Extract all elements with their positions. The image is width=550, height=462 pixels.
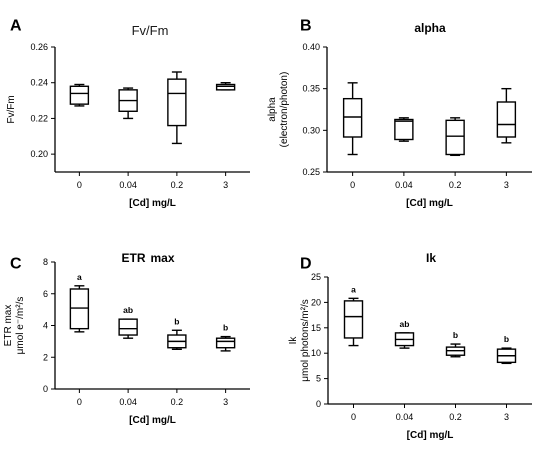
box-3	[496, 347, 517, 365]
chart-title: Fv/Fm	[132, 23, 169, 38]
significance-letter: a	[351, 284, 356, 294]
box-0.04	[118, 87, 138, 120]
box-0	[69, 83, 90, 107]
y-axis-label: μmol e⁻/m²/s	[15, 297, 26, 355]
y-axis-label: alpha	[267, 97, 278, 122]
x-tick-label: 3	[504, 412, 509, 422]
panel-letter: D	[300, 255, 312, 272]
iqr-box	[342, 97, 363, 138]
panel-letter: C	[10, 255, 22, 272]
y-tick-label: 0	[316, 399, 321, 409]
significance-letter: b	[223, 323, 228, 333]
iqr-box	[118, 318, 138, 336]
iqr-box	[394, 118, 414, 141]
x-tick-label: 3	[504, 180, 509, 190]
iqr-box	[69, 85, 90, 105]
y-tick-label: 0.25	[302, 167, 320, 177]
y-axis-label: μmol photons/m²/s	[300, 299, 311, 381]
x-tick-label: 0.2	[171, 397, 184, 407]
box-0.2	[445, 343, 466, 358]
y-tick-label: 0.30	[302, 125, 320, 135]
box-0.04	[394, 117, 414, 142]
y-tick-label: 15	[311, 323, 321, 333]
panel-letter: A	[10, 17, 22, 34]
box-3	[215, 335, 236, 352]
box-0	[343, 297, 364, 347]
chart-title: ETR max	[121, 251, 174, 265]
box-3	[215, 82, 236, 91]
panel-a: A Fv/Fm 0.20 0.22 0.24 0.26 Fv/Fm 0 0.04 0.2 3 [Cd]…	[6, 17, 250, 209]
significance-letter: b	[453, 330, 458, 340]
iqr-box	[343, 300, 364, 339]
box-0	[342, 82, 363, 156]
y-tick-label: 0.22	[30, 113, 48, 123]
y-tick-label: 6	[43, 289, 48, 299]
chart-title: Ik	[426, 251, 436, 265]
y-axis-label: Ik	[288, 336, 299, 345]
x-axis-label: [Cd] mg/L	[129, 198, 176, 209]
box-0.04	[118, 318, 138, 339]
iqr-box	[167, 78, 187, 127]
iqr-box	[496, 101, 517, 138]
y-tick-label: 20	[311, 297, 321, 307]
iqr-box	[445, 119, 465, 156]
x-tick-label: 0.2	[449, 412, 462, 422]
y-tick-label: 2	[43, 352, 48, 362]
y-axis-label: (electron/photon)	[279, 72, 290, 148]
x-tick-label: 0.04	[119, 180, 137, 190]
y-tick-label: 0.26	[30, 42, 48, 52]
y-tick-label: 25	[311, 272, 321, 282]
significance-letter: ab	[400, 319, 410, 329]
x-tick-label: 0.04	[395, 180, 413, 190]
x-tick-label: 0.2	[449, 180, 462, 190]
x-tick-label: 3	[223, 397, 228, 407]
x-axis-label: [Cd] mg/L	[406, 198, 453, 209]
x-tick-label: 0	[77, 397, 82, 407]
box-0.2	[445, 117, 465, 157]
y-tick-label: 8	[43, 257, 48, 267]
y-tick-label: 0.35	[302, 84, 320, 94]
y-tick-label: 0.20	[30, 149, 48, 159]
x-tick-label: 0.2	[171, 180, 184, 190]
y-tick-label: 0.24	[30, 78, 48, 88]
box-0	[69, 285, 90, 333]
x-axis-label: [Cd] mg/L	[129, 415, 176, 426]
chart-title-suffix: max	[150, 251, 174, 265]
significance-letter: a	[77, 272, 82, 282]
y-tick-label: 4	[43, 321, 48, 331]
y-axis-label: ETR max	[3, 305, 14, 347]
x-tick-label: 3	[223, 180, 228, 190]
y-tick-label: 10	[311, 348, 321, 358]
box-0.04	[394, 332, 415, 349]
y-tick-label: 5	[316, 374, 321, 384]
box-0.2	[167, 329, 187, 351]
x-tick-label: 0.04	[396, 412, 414, 422]
box-0.2	[167, 71, 187, 145]
x-tick-label: 0.04	[119, 397, 137, 407]
x-axis-label: [Cd] mg/L	[407, 430, 454, 441]
y-tick-label: 0	[43, 384, 48, 394]
x-tick-label: 0	[77, 180, 82, 190]
x-tick-label: 0	[351, 412, 356, 422]
chart-title: alpha	[414, 21, 446, 35]
significance-letter: b	[174, 316, 179, 326]
significance-letter: ab	[123, 305, 133, 315]
y-tick-label: 0.40	[302, 42, 320, 52]
x-tick-label: 0	[350, 180, 355, 190]
iqr-box	[69, 288, 90, 330]
iqr-box	[215, 337, 236, 349]
panel-letter: B	[300, 17, 312, 34]
box-3	[496, 87, 517, 144]
y-axis-label: Fv/Fm	[6, 95, 17, 123]
significance-letter: b	[504, 334, 509, 344]
chart-title-main: ETR	[121, 251, 145, 265]
iqr-box	[215, 83, 236, 91]
